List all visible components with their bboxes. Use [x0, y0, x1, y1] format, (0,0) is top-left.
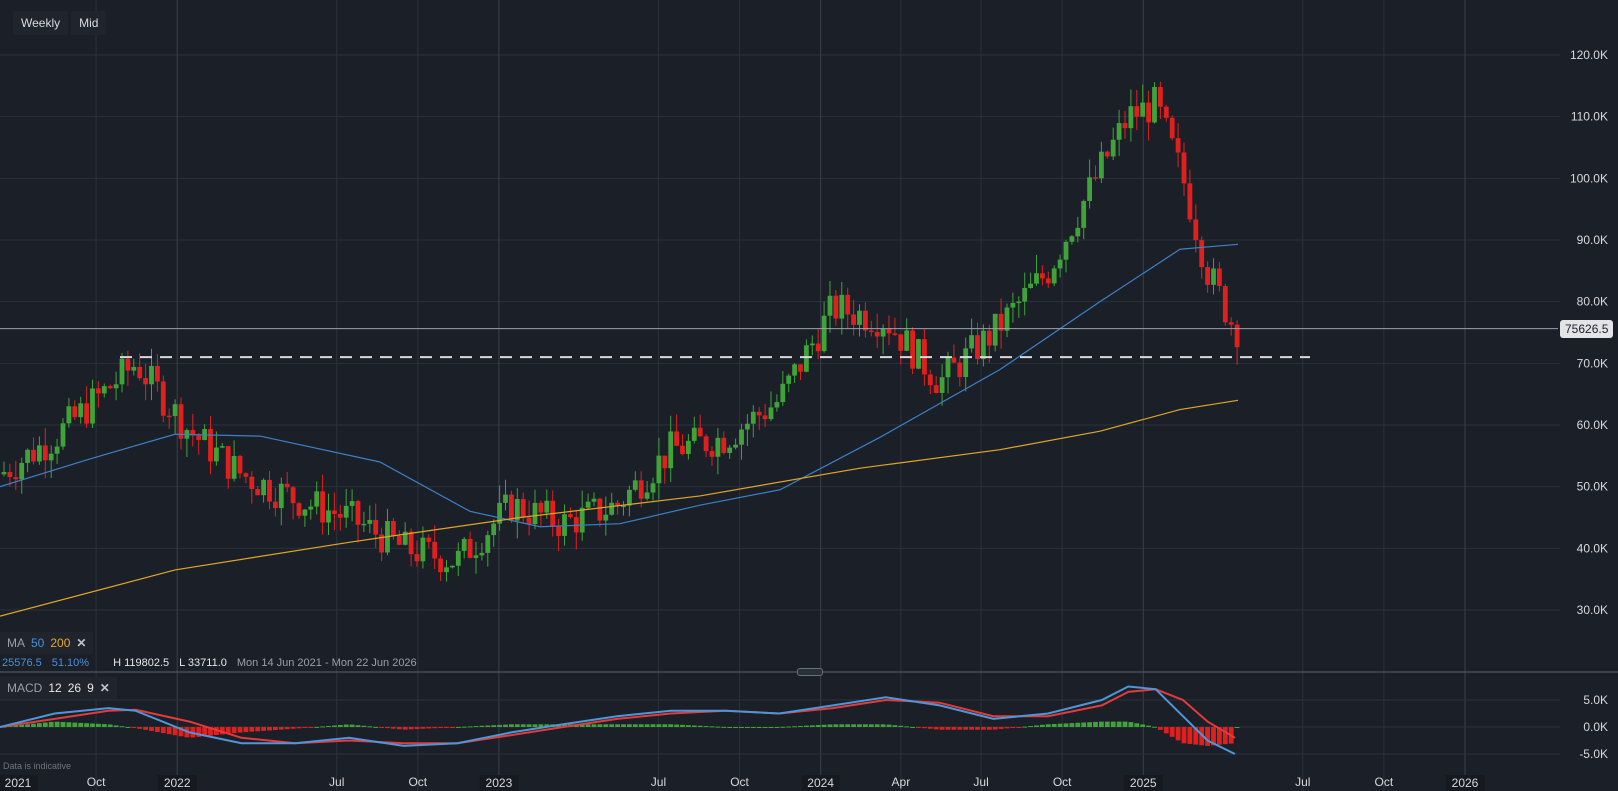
- x-tick-label: Apr: [891, 775, 911, 789]
- svg-text:110.0K: 110.0K: [1571, 110, 1608, 124]
- x-tick-label: 2023: [479, 775, 519, 791]
- svg-text:90.0K: 90.0K: [1577, 233, 1608, 247]
- remove-ma-icon[interactable]: ✕: [76, 636, 87, 650]
- svg-text:50.0K: 50.0K: [1577, 480, 1608, 494]
- date-range: Mon 14 Jun 2021 - Mon 22 Jun 2026: [236, 657, 417, 669]
- x-tick-label: Jul: [1295, 775, 1311, 789]
- svg-text:0.0K: 0.0K: [1583, 720, 1608, 734]
- change-value: 25576.5: [2, 657, 42, 669]
- remove-macd-icon[interactable]: ✕: [99, 681, 110, 695]
- x-tick-label: Jul: [329, 775, 345, 789]
- x-tick-label: Oct: [86, 775, 106, 789]
- interval-button[interactable]: Weekly: [13, 11, 69, 35]
- ma-legend[interactable]: MA 50 200 ✕: [0, 632, 94, 654]
- ma-period-50[interactable]: 50: [31, 636, 45, 650]
- svg-text:100.0K: 100.0K: [1570, 171, 1608, 185]
- stats-row: 25576.5 51.10% H 119802.5 L 33711.0 Mon …: [2, 657, 417, 669]
- svg-text:5.0K: 5.0K: [1583, 693, 1608, 707]
- pane-resize-handle[interactable]: [797, 668, 823, 676]
- macd-label: MACD: [7, 681, 43, 695]
- macd-legend[interactable]: MACD 12 26 9 ✕: [0, 677, 117, 699]
- high-value: H 119802.5: [113, 657, 170, 669]
- svg-text:120.0K: 120.0K: [1570, 48, 1608, 62]
- candles: [1, 81, 1240, 582]
- x-tick-label: 2025: [1123, 775, 1163, 791]
- svg-text:40.0K: 40.0K: [1577, 541, 1608, 555]
- low-value: L 33711.0: [179, 657, 227, 669]
- macd-slow[interactable]: 26: [67, 681, 82, 695]
- x-tick-label: Oct: [408, 775, 428, 789]
- x-tick-label: Oct: [1052, 775, 1072, 789]
- ma-label: MA: [7, 636, 25, 650]
- ma-period-200[interactable]: 200: [50, 636, 71, 650]
- x-tick-label: 2026: [1445, 775, 1485, 791]
- x-tick-label: 2021: [0, 775, 38, 791]
- change-percent: 51.10%: [51, 657, 90, 669]
- x-tick-label: Jul: [973, 775, 989, 789]
- svg-text:30.0K: 30.0K: [1577, 603, 1608, 617]
- x-tick-label: Oct: [730, 775, 749, 789]
- macd-signal[interactable]: 9: [87, 681, 94, 695]
- macd-fast[interactable]: 12: [48, 681, 62, 695]
- x-tick-label: 2022: [157, 775, 197, 791]
- svg-text:80.0K: 80.0K: [1577, 295, 1608, 309]
- price-type-button[interactable]: Mid: [71, 11, 107, 35]
- svg-text:70.0K: 70.0K: [1577, 356, 1608, 370]
- svg-text:60.0K: 60.0K: [1577, 418, 1608, 432]
- x-tick-label: Oct: [1374, 775, 1394, 789]
- current-price-tag: 75626.5: [1560, 320, 1614, 338]
- x-tick-label: 2024: [801, 775, 840, 791]
- disclaimer: Data is indicative: [3, 761, 72, 771]
- svg-text:-5.0K: -5.0K: [1579, 747, 1608, 761]
- x-tick-label: Jul: [650, 775, 667, 789]
- toolbar: Weekly Mid: [13, 11, 107, 35]
